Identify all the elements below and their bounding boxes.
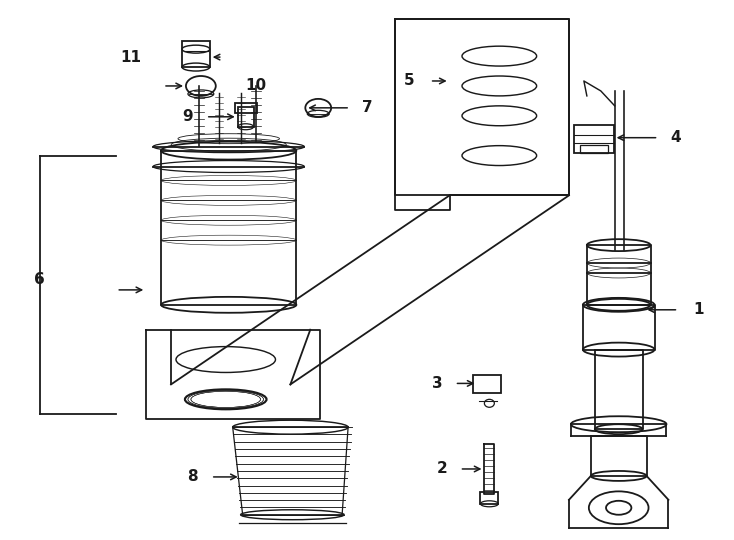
Bar [580, 145, 608, 153]
Bar [473, 375, 501, 393]
Bar [235, 103, 257, 113]
Text: 9: 9 [182, 109, 193, 124]
Text: 7: 7 [362, 100, 373, 116]
Text: 1: 1 [694, 302, 704, 318]
Bar [481, 492, 498, 504]
Text: 11: 11 [120, 50, 141, 65]
Text: 3: 3 [432, 376, 443, 391]
Text: 4: 4 [670, 130, 681, 145]
Bar [574, 125, 614, 153]
Text: 2: 2 [437, 462, 448, 476]
Text: 5: 5 [404, 73, 415, 89]
Text: 6: 6 [34, 273, 45, 287]
Bar [238, 107, 253, 127]
Bar [182, 41, 210, 67]
Text: 8: 8 [187, 469, 198, 484]
Text: 10: 10 [246, 78, 266, 93]
